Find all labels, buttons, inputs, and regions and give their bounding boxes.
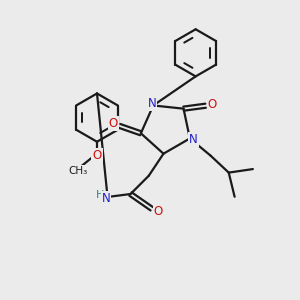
Text: O: O — [208, 98, 217, 111]
Text: O: O — [154, 205, 163, 218]
Text: N: N — [147, 97, 156, 110]
Text: N: N — [102, 192, 110, 205]
Text: O: O — [109, 117, 118, 130]
Text: N: N — [189, 134, 198, 146]
Text: CH₃: CH₃ — [68, 166, 88, 176]
Text: O: O — [92, 149, 102, 162]
Text: H: H — [96, 190, 104, 200]
